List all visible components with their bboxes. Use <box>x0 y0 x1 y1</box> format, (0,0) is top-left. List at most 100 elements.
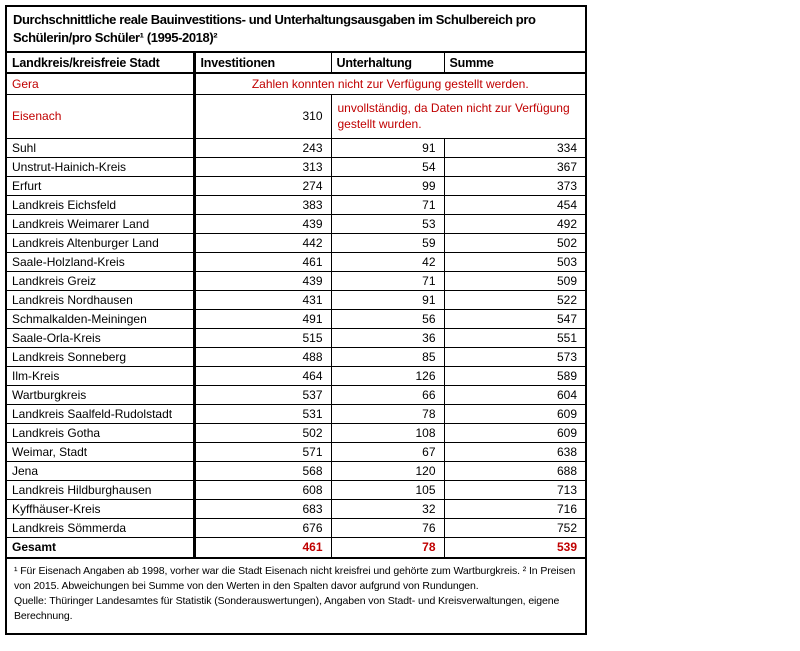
table-row: Weimar, Stadt 571 67 638 <box>5 441 587 462</box>
summe-cell: 509 <box>443 270 587 291</box>
summe-cell: 604 <box>443 384 587 405</box>
unterhaltung-cell: 42 <box>330 251 445 272</box>
eisenach-incomplete-data-note: unvollständig, da Daten nicht zur Verfüg… <box>330 93 587 139</box>
table-row: Landkreis Greiz 439 71 509 <box>5 270 587 291</box>
unterhaltung-cell: 56 <box>330 308 445 329</box>
district-name-cell: Gera <box>5 72 196 95</box>
district-name-cell: Landkreis Altenburger Land <box>5 232 196 253</box>
investitionen-cell: 439 <box>193 270 332 291</box>
summe-cell: 688 <box>443 460 587 481</box>
district-name-cell: Unstrut-Hainich-Kreis <box>5 156 196 177</box>
investitionen-cell: 608 <box>193 479 332 500</box>
gera-missing-data-note: Zahlen konnten nicht zur Verfügung geste… <box>193 72 587 95</box>
footnote-row: ¹ Für Eisenach Angaben ab 1998, vorher w… <box>5 557 587 635</box>
investitionen-cell: 488 <box>193 346 332 367</box>
unterhaltung-cell: 126 <box>330 365 445 386</box>
total-summe-cell: 539 <box>443 536 587 559</box>
unterhaltung-cell: 66 <box>330 384 445 405</box>
table-row: Erfurt 274 99 373 <box>5 175 587 196</box>
table-row: Landkreis Weimarer Land 439 53 492 <box>5 213 587 234</box>
district-name-cell: Kyffhäuser-Kreis <box>5 498 196 519</box>
district-name-cell: Landkreis Weimarer Land <box>5 213 196 234</box>
unterhaltung-cell: 36 <box>330 327 445 348</box>
expenditure-table: Durchschnittliche reale Bauinvestitions-… <box>5 5 587 635</box>
summe-cell: 609 <box>443 422 587 443</box>
district-name-cell: Saale-Holzland-Kreis <box>5 251 196 272</box>
table-row: Jena 568 120 688 <box>5 460 587 481</box>
table-row: Ilm-Kreis 464 126 589 <box>5 365 587 386</box>
unterhaltung-cell: 105 <box>330 479 445 500</box>
footnote-text: ¹ Für Eisenach Angaben ab 1998, vorher w… <box>14 565 576 592</box>
district-name-cell: Schmalkalden-Meiningen <box>5 308 196 329</box>
unterhaltung-cell: 78 <box>330 403 445 424</box>
investitionen-cell: 502 <box>193 422 332 443</box>
investitionen-cell: 568 <box>193 460 332 481</box>
investitionen-cell: 383 <box>193 194 332 215</box>
footnotes: ¹ Für Eisenach Angaben ab 1998, vorher w… <box>5 557 587 635</box>
district-name-cell: Saale-Orla-Kreis <box>5 327 196 348</box>
total-row: Gesamt 461 78 539 <box>5 536 587 559</box>
table-row: Kyffhäuser-Kreis 683 32 716 <box>5 498 587 519</box>
summe-cell: 502 <box>443 232 587 253</box>
table-row: Schmalkalden-Meiningen 491 56 547 <box>5 308 587 329</box>
investitionen-cell: 431 <box>193 289 332 310</box>
district-name-cell: Landkreis Sonneberg <box>5 346 196 367</box>
district-name-cell: Landkreis Nordhausen <box>5 289 196 310</box>
summe-cell: 492 <box>443 213 587 234</box>
summe-cell: 547 <box>443 308 587 329</box>
summe-cell: 503 <box>443 251 587 272</box>
unterhaltung-cell: 71 <box>330 270 445 291</box>
district-name-cell: Erfurt <box>5 175 196 196</box>
district-name-cell: Landkreis Greiz <box>5 270 196 291</box>
investitionen-cell: 274 <box>193 175 332 196</box>
table-row: Wartburgkreis 537 66 604 <box>5 384 587 405</box>
table-row: Landkreis Sömmerda 676 76 752 <box>5 517 587 538</box>
source-text: Quelle: Thüringer Landesamtes für Statis… <box>14 595 560 622</box>
column-header-unterhaltung: Unterhaltung <box>330 51 445 74</box>
investitionen-cell: 571 <box>193 441 332 462</box>
district-name-cell: Weimar, Stadt <box>5 441 196 462</box>
unterhaltung-cell: 108 <box>330 422 445 443</box>
table-row: Landkreis Nordhausen 431 91 522 <box>5 289 587 310</box>
investitionen-cell: 243 <box>193 137 332 158</box>
summe-cell: 551 <box>443 327 587 348</box>
column-header-investitionen: Investitionen <box>193 51 332 74</box>
investitionen-cell: 310 <box>193 93 332 139</box>
district-name-cell: Landkreis Sömmerda <box>5 517 196 538</box>
table-row: Suhl 243 91 334 <box>5 137 587 158</box>
investitionen-cell: 515 <box>193 327 332 348</box>
table-row: Saale-Holzland-Kreis 461 42 503 <box>5 251 587 272</box>
district-name-cell: Ilm-Kreis <box>5 365 196 386</box>
unterhaltung-cell: 76 <box>330 517 445 538</box>
unterhaltung-cell: 85 <box>330 346 445 367</box>
investitionen-cell: 531 <box>193 403 332 424</box>
investitionen-cell: 683 <box>193 498 332 519</box>
district-name-cell: Landkreis Hildburghausen <box>5 479 196 500</box>
table-row: Unstrut-Hainich-Kreis 313 54 367 <box>5 156 587 177</box>
table-row: Landkreis Saalfeld-Rudolstadt 531 78 609 <box>5 403 587 424</box>
investitionen-cell: 537 <box>193 384 332 405</box>
summe-cell: 373 <box>443 175 587 196</box>
title-row: Durchschnittliche reale Bauinvestitions-… <box>5 5 587 53</box>
table-row: Landkreis Altenburger Land 442 59 502 <box>5 232 587 253</box>
unterhaltung-cell: 71 <box>330 194 445 215</box>
summe-cell: 522 <box>443 289 587 310</box>
row-gera: Gera Zahlen konnten nicht zur Verfügung … <box>5 72 587 95</box>
table-title: Durchschnittliche reale Bauinvestitions-… <box>5 5 587 53</box>
table-row: Landkreis Hildburghausen 608 105 713 <box>5 479 587 500</box>
district-name-cell: Suhl <box>5 137 196 158</box>
unterhaltung-cell: 53 <box>330 213 445 234</box>
summe-cell: 609 <box>443 403 587 424</box>
unterhaltung-cell: 91 <box>330 289 445 310</box>
column-header-row: Landkreis/kreisfreie Stadt Investitionen… <box>5 51 587 74</box>
district-name-cell: Landkreis Eichsfeld <box>5 194 196 215</box>
summe-cell: 716 <box>443 498 587 519</box>
total-unterhaltung-cell: 78 <box>330 536 445 559</box>
investitionen-cell: 464 <box>193 365 332 386</box>
column-header-landkreis: Landkreis/kreisfreie Stadt <box>5 51 196 74</box>
table-row: Landkreis Sonneberg 488 85 573 <box>5 346 587 367</box>
district-name-cell: Wartburgkreis <box>5 384 196 405</box>
summe-cell: 638 <box>443 441 587 462</box>
investitionen-cell: 491 <box>193 308 332 329</box>
